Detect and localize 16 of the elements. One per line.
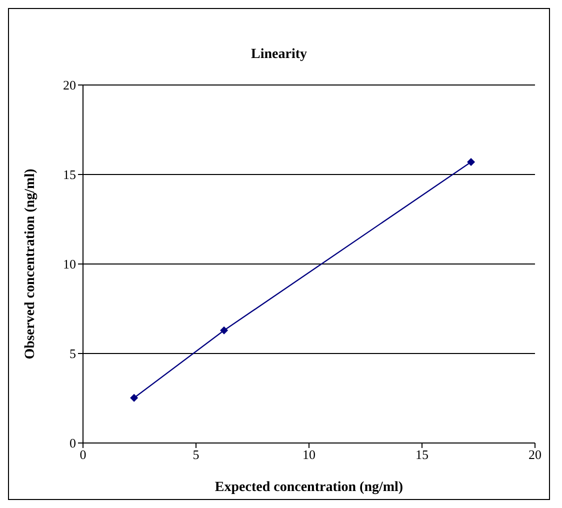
chart-title: Linearity bbox=[250, 47, 308, 63]
y-tick-label: 5 bbox=[70, 346, 76, 362]
x-axis-title: Expected concentration (ng/ml) bbox=[214, 480, 404, 495]
y-tick-label: 0 bbox=[70, 436, 76, 451]
x-tick-label: 15 bbox=[416, 447, 428, 462]
y-tick-label: 10 bbox=[63, 256, 76, 272]
x-tick-label: 10 bbox=[302, 447, 316, 462]
x-tick-label: 0 bbox=[80, 447, 86, 462]
point bbox=[467, 158, 476, 166]
y-tick-label: 20 bbox=[63, 78, 76, 93]
point bbox=[220, 326, 228, 334]
x-tick-label: 5 bbox=[192, 447, 200, 462]
point bbox=[130, 394, 138, 402]
y-tick-label: 15 bbox=[63, 167, 76, 182]
y-axis-title: Observed concentration (ng/ml) bbox=[22, 168, 38, 360]
x-tick-label: 20 bbox=[528, 447, 542, 462]
